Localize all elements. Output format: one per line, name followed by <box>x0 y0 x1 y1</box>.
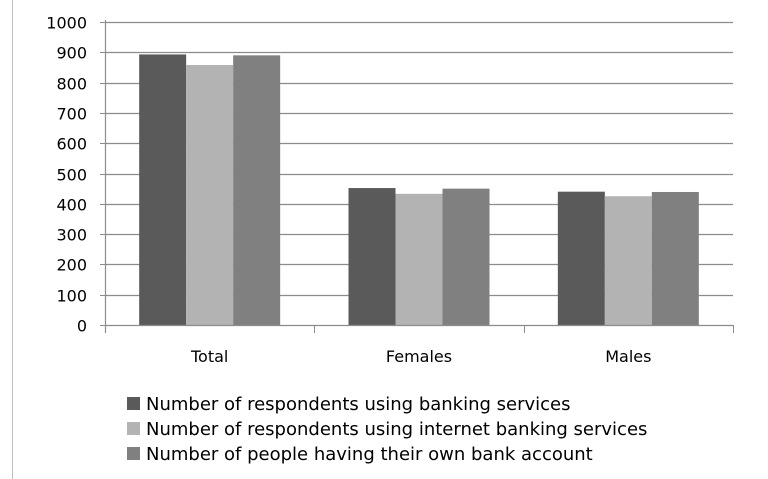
axes <box>104 20 734 333</box>
bar <box>233 55 281 326</box>
y-tick-label: 1000 <box>46 14 87 33</box>
bar <box>139 54 187 326</box>
x-axis-tick-labels: Total Females Males <box>190 347 651 366</box>
y-tick-label: 100 <box>56 287 87 306</box>
x-tick-label: Males <box>605 347 651 366</box>
bar <box>348 188 396 325</box>
y-axis-tick-labels: 0 100 200 300 400 500 600 700 800 900 1000 <box>46 14 105 336</box>
legend: Number of respondents using banking serv… <box>127 394 647 465</box>
legend-swatch <box>127 422 140 435</box>
y-tick-label: 800 <box>56 75 87 94</box>
y-tick-label: 900 <box>56 44 87 63</box>
legend-label: Number of respondents using internet ban… <box>146 419 647 440</box>
legend-swatch <box>127 447 140 460</box>
y-tick-label: 300 <box>56 226 87 245</box>
legend-swatch <box>127 397 140 410</box>
y-tick-label: 700 <box>56 105 87 124</box>
bar <box>557 191 605 325</box>
y-tick-label: 0 <box>77 317 87 336</box>
bar <box>604 196 652 325</box>
bar <box>395 193 443 325</box>
y-tick-label: 400 <box>56 196 87 215</box>
bar <box>186 65 234 325</box>
legend-label: Number of people having their own bank a… <box>146 444 593 465</box>
bars <box>139 54 699 326</box>
y-tick-label: 200 <box>56 256 87 275</box>
x-tick-label: Total <box>190 347 228 366</box>
x-tick-label: Females <box>386 347 452 366</box>
bar <box>651 191 699 325</box>
y-tick-label: 500 <box>56 166 87 185</box>
bar <box>442 188 490 325</box>
legend-label: Number of respondents using banking serv… <box>146 394 571 415</box>
y-tick-label: 600 <box>56 135 87 154</box>
